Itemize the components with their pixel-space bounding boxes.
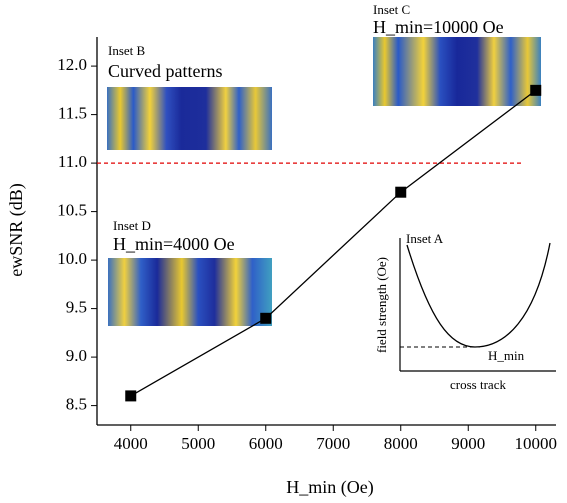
inset-a-y-label: field strength (Oe) <box>374 257 389 353</box>
y-tick-label: 10.5 <box>57 201 87 220</box>
inset-a-x-label: cross track <box>450 377 506 392</box>
x-tick-label: 8000 <box>384 434 418 453</box>
x-tick-label: 7000 <box>316 434 350 453</box>
inset-c-image <box>373 37 541 106</box>
inset-a: Inset A field strength (Oe) cross track … <box>374 231 556 392</box>
inset-a-marker: H_min <box>488 348 525 363</box>
x-tick-label: 6000 <box>249 434 283 453</box>
y-tick-label: 11.5 <box>58 104 87 123</box>
x-tick-label: 4000 <box>114 434 148 453</box>
point <box>125 390 136 401</box>
inset-d-text: H_min=4000 Oe <box>113 234 235 254</box>
y-tick-label: 10.0 <box>57 249 87 268</box>
y-axis-label: ewSNR (dB) <box>6 183 27 277</box>
point <box>260 313 271 324</box>
x-tick-label: 10000 <box>515 434 558 453</box>
point <box>530 85 541 96</box>
y-tick-label: 8.5 <box>66 395 87 414</box>
inset-c-text: H_min=10000 Oe <box>373 17 504 37</box>
chart: Inset B Curved patterns Inset C H_min=10… <box>0 0 567 503</box>
inset-a-curve <box>407 243 550 347</box>
inset-b-label: Inset B <box>108 43 146 58</box>
inset-b-text: Curved patterns <box>108 61 222 81</box>
y-tick-label: 9.0 <box>66 346 87 365</box>
inset-a-label: Inset A <box>406 231 444 246</box>
x-axis-label: H_min (Oe) <box>286 477 373 498</box>
x-tick-label: 5000 <box>181 434 215 453</box>
point <box>395 187 406 198</box>
inset-d-image <box>108 258 272 326</box>
inset-c-label: Inset C <box>373 2 410 17</box>
y-tick-label: 11.0 <box>58 152 87 171</box>
x-tick-label: 9000 <box>451 434 485 453</box>
inset-d-label: Inset D <box>113 218 151 233</box>
y-tick-label: 12.0 <box>57 55 87 74</box>
y-tick-label: 9.5 <box>66 298 87 317</box>
inset-b-image <box>107 87 272 150</box>
